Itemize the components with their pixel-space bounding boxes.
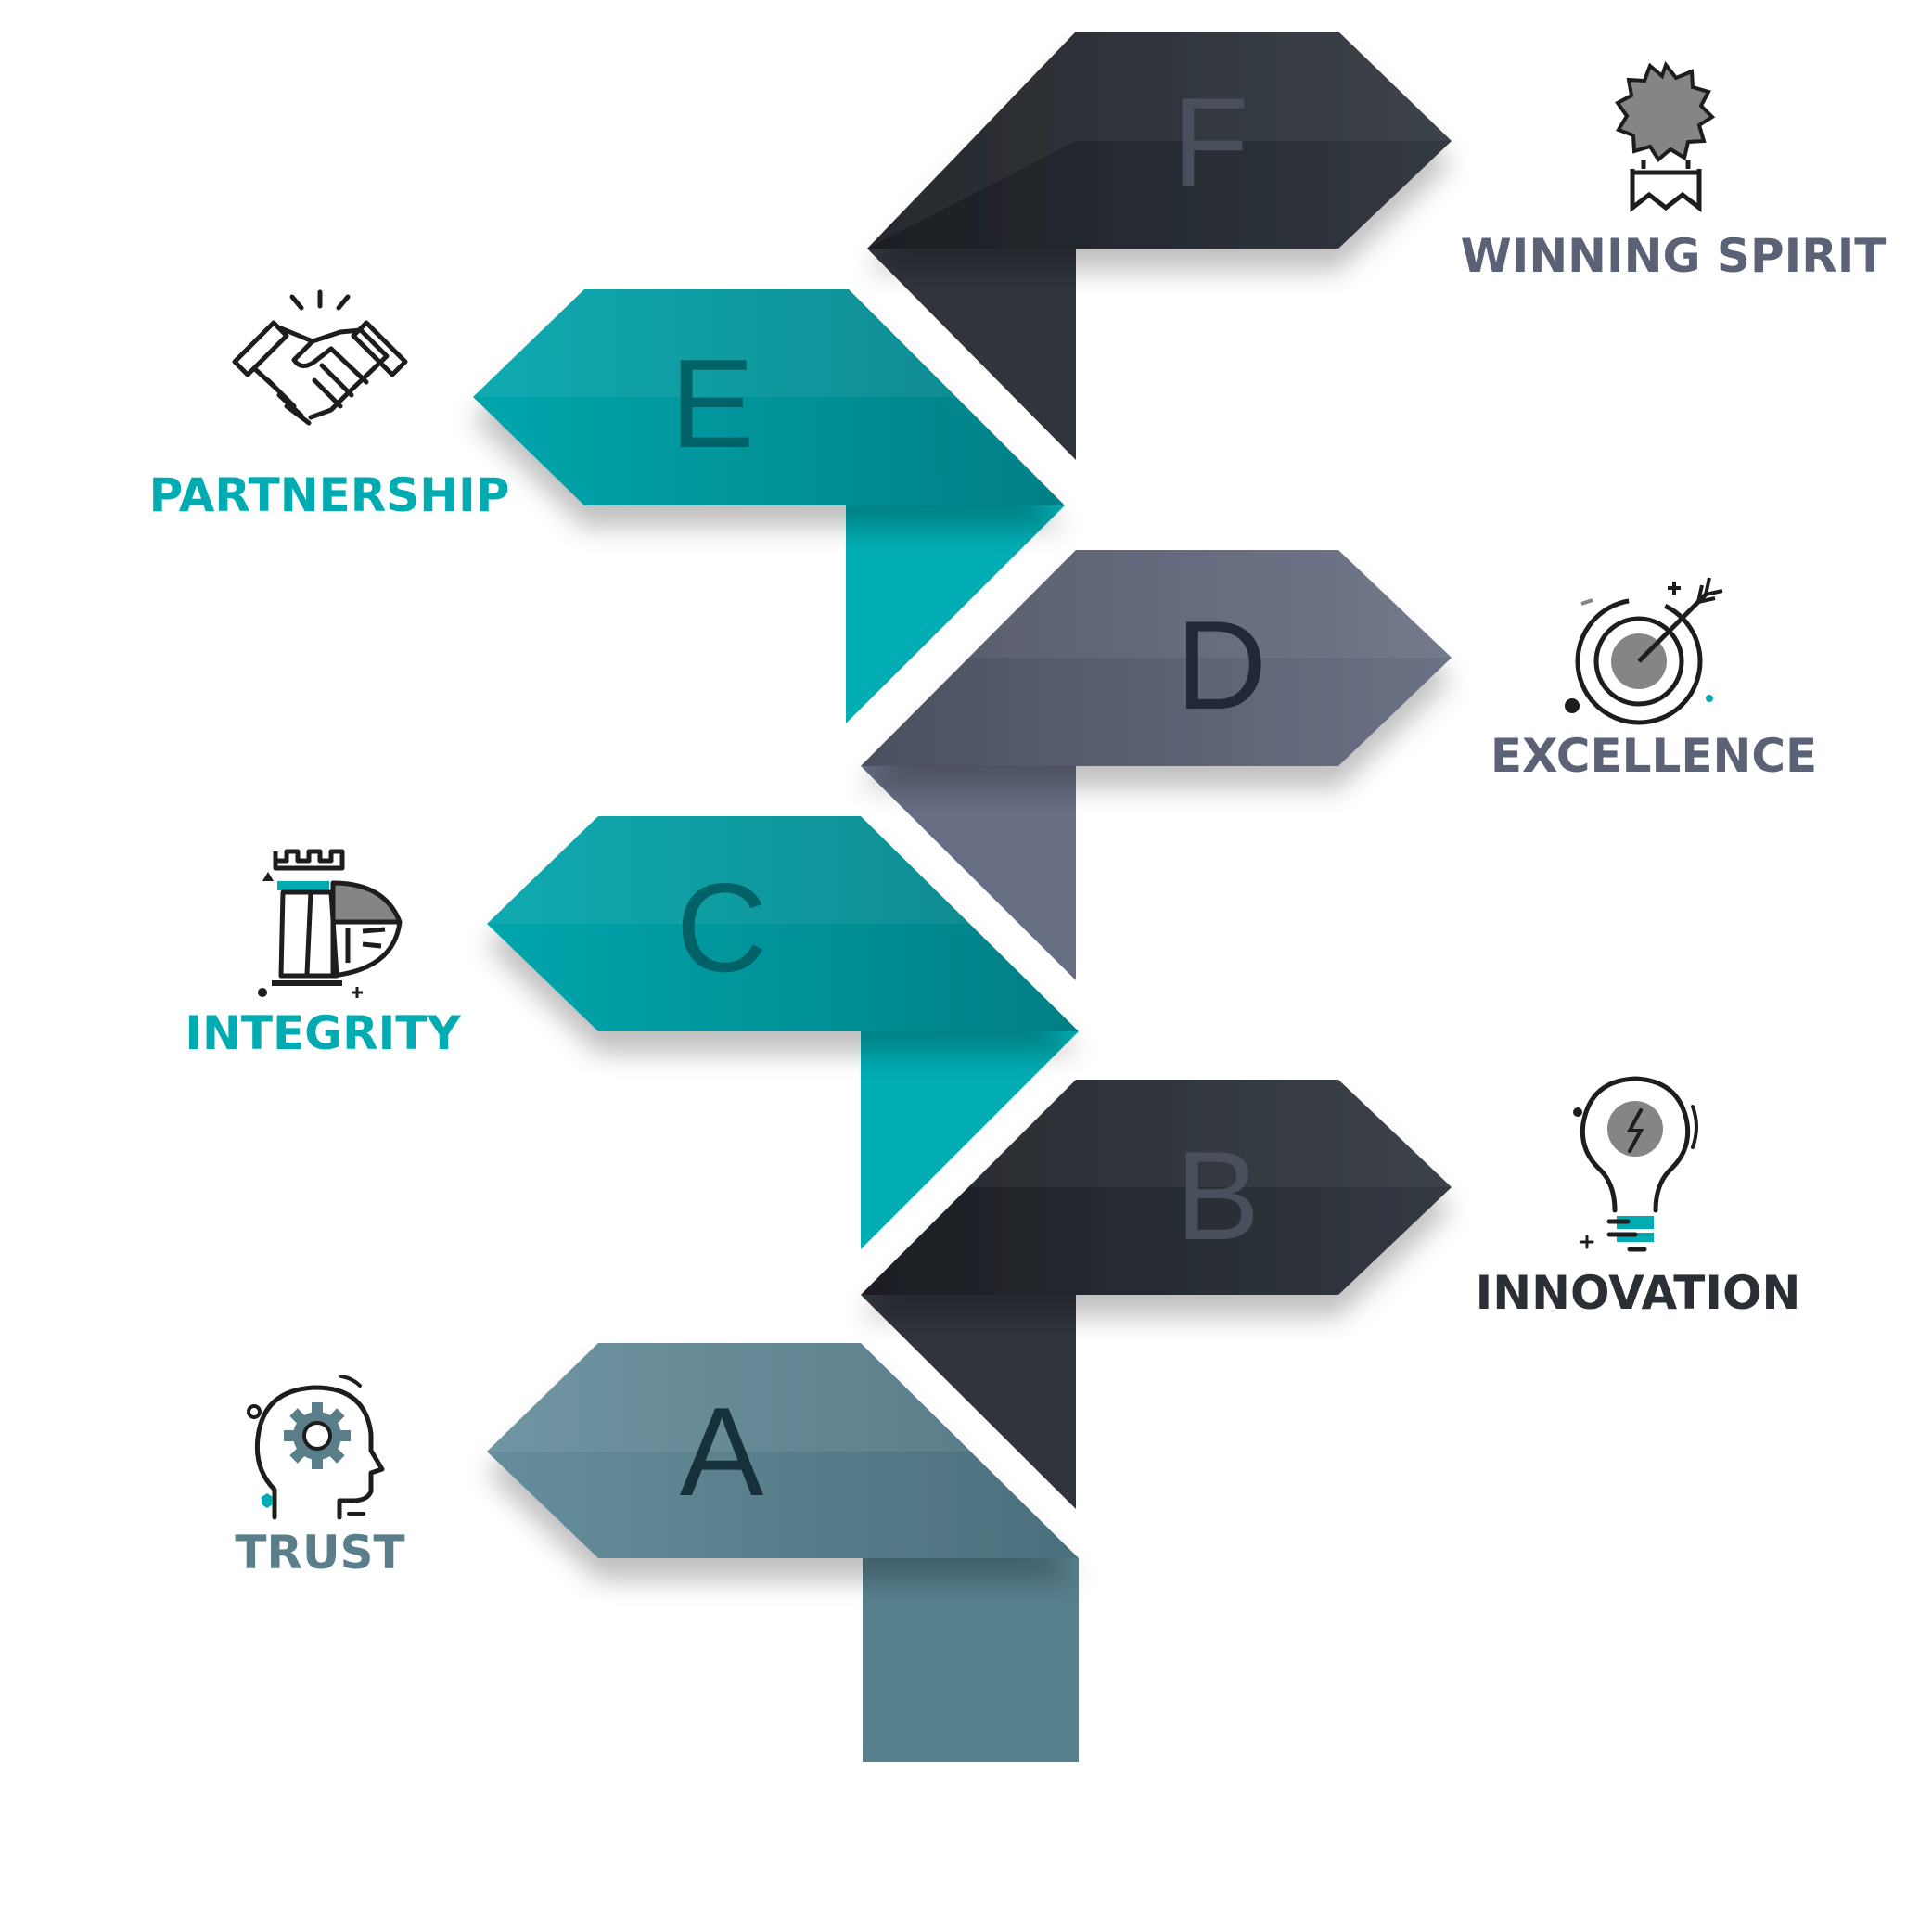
step-b-label: INNOVATION [1475,1266,1801,1320]
step-d-tail [861,766,1076,980]
step-a-arrow [487,1343,1079,1558]
step-c-letter: C [676,857,767,998]
step-d-letter: D [1176,595,1267,736]
handshake-icon [232,289,408,426]
step-b-signpost: B [861,1080,1452,1509]
step-b-letter: B [1176,1125,1260,1266]
step-f-signpost: F [867,32,1452,460]
step-c-arrow [487,816,1079,1031]
step-f-arrow [867,32,1452,249]
step-d-label: EXCELLENCE [1490,729,1818,783]
step-e-signpost: E [473,289,1065,723]
step-f-label: WINNING SPIRIT [1460,229,1887,283]
step-c-tail [861,1031,1079,1249]
step-a-letter: A [680,1381,764,1522]
step-a-signpost: A [487,1343,1079,1762]
step-e-tail [846,505,1065,723]
step-e-letter: E [671,333,755,474]
step-d-signpost: D [861,550,1452,980]
step-c-signpost: C [487,816,1079,1249]
chess-rook-shield-icon [258,849,403,998]
step-b-tail [861,1295,1076,1509]
award-badge-icon [1615,60,1716,213]
step-f-tail [867,249,1076,460]
step-e-label: PARTNERSHIP [148,468,510,522]
step-f-letter: F [1171,71,1248,212]
step-b-arrow [861,1080,1452,1295]
step-c-label: INTEGRITY [185,1006,461,1060]
step-e-arrow [473,289,1065,505]
step-a-tail [863,1558,1079,1762]
target-arrow-icon [1565,577,1723,725]
lightbulb-icon [1573,1076,1698,1252]
step-a-label: TRUST [235,1526,405,1580]
head-gear-icon [247,1375,385,1520]
step-d-arrow [861,550,1452,766]
